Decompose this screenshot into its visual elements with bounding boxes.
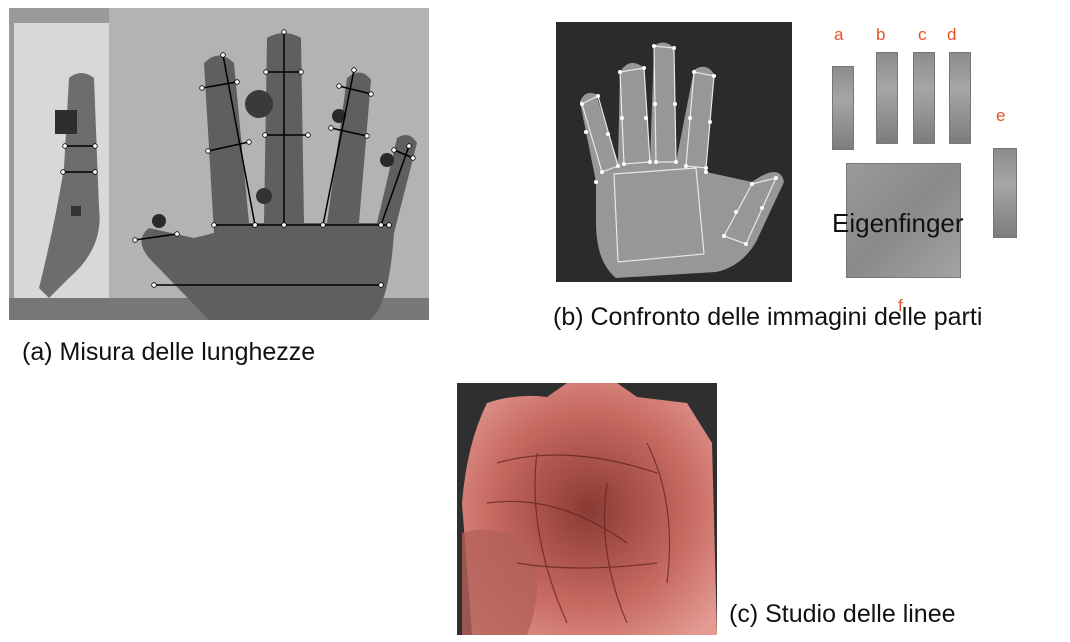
palm-print-image [457, 383, 717, 635]
part-strip-a [832, 66, 854, 150]
caption-b: (b) Confronto delle immagini delle parti [553, 303, 983, 331]
eigenfinger-label: Eigenfinger [832, 208, 964, 238]
part-label-e: e [996, 106, 1006, 125]
part-label-c: c [918, 25, 927, 44]
caption-a: (a) Misura delle lunghezze [22, 338, 316, 366]
caption-c: (c) Studio delle linee [729, 600, 956, 628]
panel-a-hand-measurement [9, 8, 429, 320]
part-strip-b [876, 52, 898, 144]
panel-b-hand-segmentation [556, 22, 792, 282]
panel-c-palm-lines [457, 383, 717, 635]
part-strip-e [993, 148, 1017, 238]
part-label-a: a [834, 25, 844, 44]
segmented-hand-image [556, 22, 792, 282]
hand-measurement-image [9, 8, 429, 320]
part-strip-d [949, 52, 971, 144]
part-label-f: f [898, 296, 903, 315]
part-strip-c [913, 52, 935, 144]
part-label-b: b [876, 25, 886, 44]
part-palm-f [846, 163, 961, 278]
part-label-d: d [947, 25, 957, 44]
